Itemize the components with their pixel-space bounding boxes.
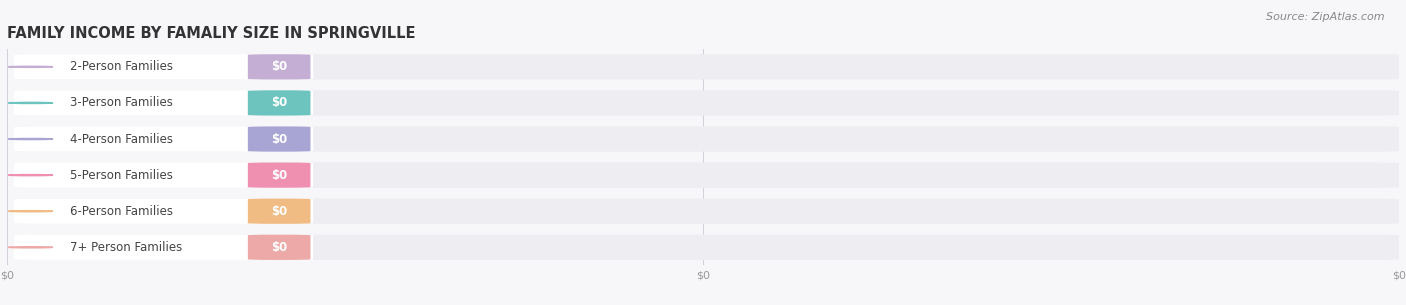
FancyBboxPatch shape — [14, 126, 1399, 152]
Circle shape — [8, 174, 53, 176]
Text: 3-Person Families: 3-Person Families — [70, 96, 173, 109]
FancyBboxPatch shape — [14, 163, 1399, 188]
Text: 2-Person Families: 2-Person Families — [70, 60, 173, 73]
Circle shape — [8, 66, 53, 67]
FancyBboxPatch shape — [14, 90, 314, 116]
Circle shape — [8, 138, 53, 140]
FancyBboxPatch shape — [14, 90, 1399, 116]
Text: $0: $0 — [271, 169, 287, 181]
Text: 6-Person Families: 6-Person Families — [70, 205, 173, 218]
FancyBboxPatch shape — [14, 163, 314, 188]
Text: $0: $0 — [271, 133, 287, 145]
FancyBboxPatch shape — [247, 163, 311, 188]
Text: FAMILY INCOME BY FAMALIY SIZE IN SPRINGVILLE: FAMILY INCOME BY FAMALIY SIZE IN SPRINGV… — [7, 26, 416, 41]
Circle shape — [8, 211, 53, 212]
FancyBboxPatch shape — [14, 235, 1399, 260]
Circle shape — [8, 247, 53, 248]
Text: Source: ZipAtlas.com: Source: ZipAtlas.com — [1267, 12, 1385, 22]
FancyBboxPatch shape — [14, 199, 314, 224]
FancyBboxPatch shape — [247, 126, 311, 152]
Circle shape — [8, 102, 53, 103]
Text: $0: $0 — [271, 96, 287, 109]
FancyBboxPatch shape — [247, 199, 311, 224]
Text: 5-Person Families: 5-Person Families — [70, 169, 173, 181]
Text: 4-Person Families: 4-Person Families — [70, 133, 173, 145]
FancyBboxPatch shape — [14, 199, 1399, 224]
Text: $0: $0 — [271, 241, 287, 254]
FancyBboxPatch shape — [247, 235, 311, 260]
FancyBboxPatch shape — [14, 54, 1399, 80]
FancyBboxPatch shape — [247, 54, 311, 80]
Text: $0: $0 — [271, 60, 287, 73]
FancyBboxPatch shape — [14, 126, 314, 152]
Text: 7+ Person Families: 7+ Person Families — [70, 241, 181, 254]
FancyBboxPatch shape — [14, 235, 314, 260]
FancyBboxPatch shape — [14, 54, 314, 80]
Text: $0: $0 — [271, 205, 287, 218]
FancyBboxPatch shape — [247, 90, 311, 116]
